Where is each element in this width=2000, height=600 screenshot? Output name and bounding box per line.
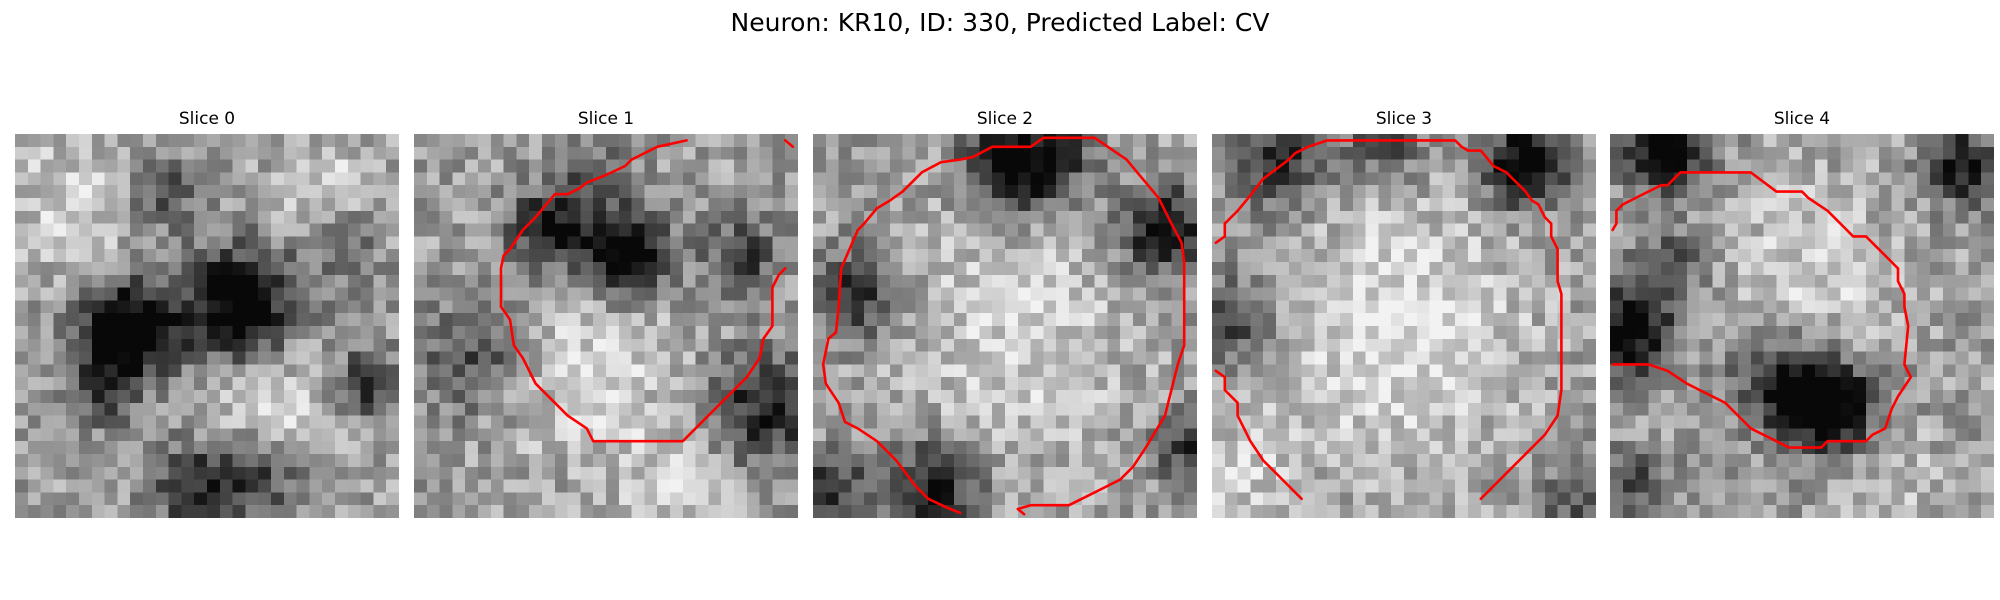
cell-contour (1214, 369, 1303, 501)
slice-image (15, 134, 399, 518)
slice-image (1212, 134, 1596, 518)
cell-contour (821, 136, 1186, 516)
slice-title: Slice 3 (1375, 109, 1433, 129)
slice-image (813, 134, 1197, 518)
cell-contour (1611, 171, 1913, 449)
slice-title: Slice 0 (178, 109, 236, 129)
slice-title: Slice 2 (976, 109, 1034, 129)
figure-title: Neuron: KR10, ID: 330, Predicted Label: … (730, 8, 1270, 37)
slice-title: Slice 1 (577, 109, 635, 129)
cell-contour (783, 139, 795, 149)
cell-contour (499, 139, 787, 443)
slice-image (1610, 134, 1994, 518)
slice-title: Slice 4 (1773, 109, 1831, 129)
cell-contour (1214, 139, 1563, 501)
slice-image (414, 134, 798, 518)
